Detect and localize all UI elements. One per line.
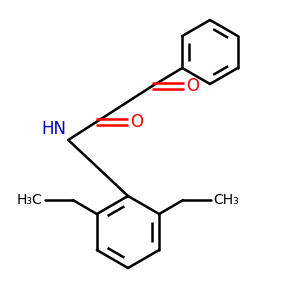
Text: HN: HN bbox=[41, 120, 66, 138]
Text: CH₃: CH₃ bbox=[213, 193, 239, 207]
Text: H₃C: H₃C bbox=[17, 193, 43, 207]
Text: O: O bbox=[186, 77, 199, 95]
Text: O: O bbox=[130, 113, 143, 131]
